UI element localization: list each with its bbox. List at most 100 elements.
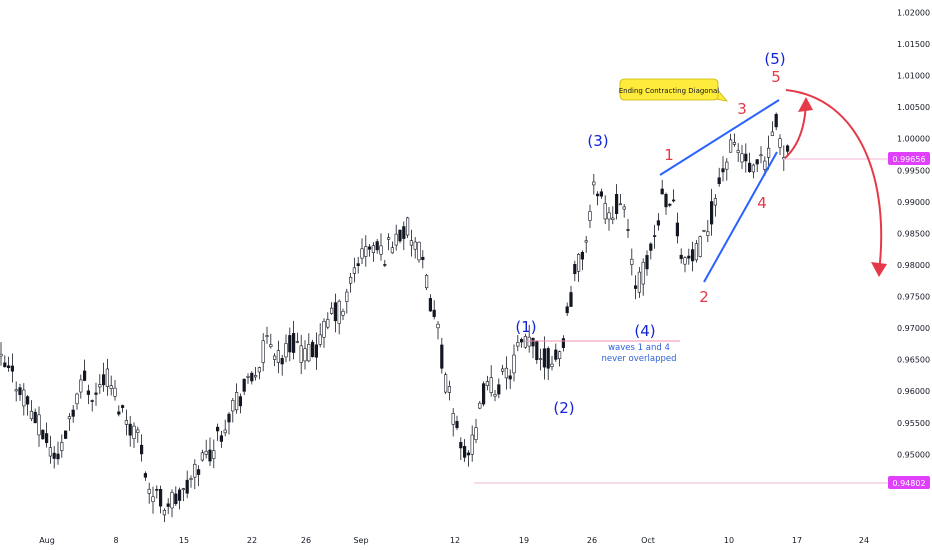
x-tick-label: 15 [179, 536, 189, 545]
x-tick-label: Oct [641, 536, 655, 545]
candle-body [44, 433, 49, 444]
candle-body [367, 246, 372, 250]
projection-down-arrowhead [871, 262, 887, 277]
candle-body [90, 400, 94, 402]
wave-label-1-red: 1 [664, 146, 674, 164]
candle-body [607, 212, 611, 220]
candle-body [432, 309, 436, 317]
candle-body [428, 298, 433, 312]
candle-body [679, 254, 683, 259]
x-tick-label: Sep [353, 536, 368, 545]
candle-body [455, 421, 459, 429]
candle-body [102, 374, 106, 386]
candle-body [778, 138, 782, 148]
y-tick-label: 0.99500 [897, 166, 930, 175]
candle-body [569, 292, 573, 307]
candle-body [75, 393, 79, 405]
candle-body [618, 203, 622, 206]
price-axis[interactable]: 0.945000.950000.955000.960000.965000.970… [897, 8, 930, 490]
price-tag-099656: 0.99656 [888, 152, 930, 165]
candle-body [527, 336, 531, 347]
time-axis[interactable]: Aug 8 15 22 26 Sep 12 19 26 Oct 10 17 24 [39, 536, 869, 545]
candle-body [660, 188, 664, 195]
candle-body [542, 348, 546, 368]
candle-body [219, 435, 224, 442]
candle-body [713, 198, 717, 206]
candle-body [656, 220, 660, 226]
x-tick-label: 22 [247, 536, 257, 545]
x-tick-label: 10 [724, 536, 734, 545]
candle-body [375, 241, 379, 251]
candle-body [588, 211, 592, 221]
candle-body [721, 168, 725, 173]
candle-body [360, 248, 364, 259]
candle-body [272, 355, 277, 360]
candle-body [371, 245, 376, 253]
candle-body [770, 131, 774, 136]
candle-body [307, 344, 311, 362]
candle-body [14, 389, 18, 392]
candle-body [443, 374, 448, 393]
candle-body [671, 199, 676, 202]
candle-body [318, 334, 322, 345]
candle-body [630, 258, 634, 265]
y-tick-label: 0.99000 [897, 198, 930, 207]
wave-label-1-blue: (1) [515, 318, 536, 336]
candle-body [48, 447, 52, 457]
y-tick-label: 1.01000 [897, 72, 930, 81]
candle-body [166, 503, 170, 507]
candle-body [52, 452, 56, 459]
candle-body [348, 276, 353, 284]
y-tick-label: 0.97000 [897, 324, 930, 333]
candle-body [493, 394, 497, 397]
candle-body [86, 390, 90, 395]
candle-body [554, 349, 558, 360]
wave-label-5-red: 5 [771, 68, 781, 86]
candle-body [512, 354, 516, 374]
candle-body [740, 153, 744, 163]
candle-body [223, 429, 227, 434]
candle-body [516, 342, 520, 347]
candle-body [694, 243, 698, 261]
candle-body [162, 510, 167, 516]
candle-body [200, 452, 205, 461]
candle-body [208, 449, 212, 462]
y-tick-label: 1.01500 [897, 40, 930, 49]
price-tag-099656-box [888, 152, 930, 165]
candle-body [592, 181, 596, 186]
candle-body [7, 365, 11, 369]
candle-body [288, 335, 292, 353]
candle-body [580, 251, 584, 260]
candle-body [664, 193, 668, 208]
candle-body [481, 383, 486, 405]
candle-body [394, 233, 398, 246]
candle-body [189, 478, 193, 480]
candle-body [379, 245, 383, 255]
candle-body [29, 410, 34, 420]
candle-body [124, 420, 128, 425]
candle-body [470, 434, 474, 455]
candle-body [649, 243, 653, 251]
candle-body [303, 348, 307, 362]
candle-body [56, 453, 60, 460]
candle-body [462, 446, 467, 458]
candle-body [706, 231, 710, 236]
candle-body [668, 203, 672, 206]
candle-body [421, 256, 425, 260]
candle-body [284, 343, 288, 358]
candle-body [246, 376, 250, 378]
candle-body [67, 416, 71, 420]
candle-body [310, 341, 315, 358]
candle-body [79, 379, 83, 393]
candle-body [390, 247, 395, 254]
candle-body [178, 489, 182, 501]
candle-body [576, 254, 581, 272]
candle-body [736, 150, 740, 153]
candle-body [383, 264, 387, 266]
candle-body [235, 392, 239, 411]
candle-body [98, 384, 102, 388]
candle-body [652, 235, 657, 237]
candle-body [269, 344, 273, 348]
candle-body [276, 350, 281, 363]
